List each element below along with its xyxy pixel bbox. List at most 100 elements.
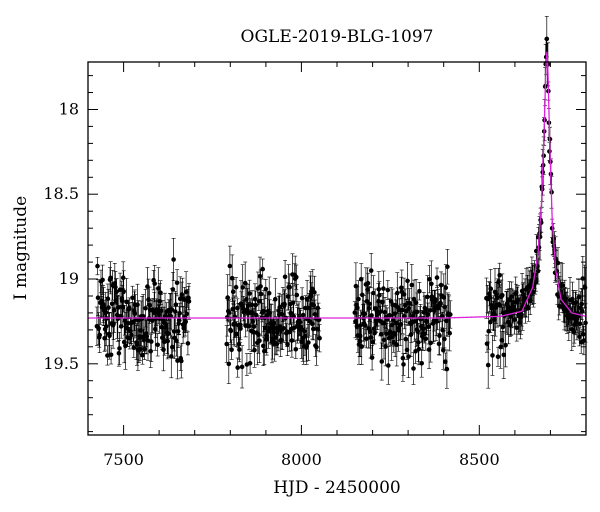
data-point xyxy=(414,309,420,315)
data-point xyxy=(526,305,531,311)
data-point xyxy=(362,311,367,317)
data-point xyxy=(352,310,358,315)
data-point xyxy=(367,329,373,335)
data-point xyxy=(106,305,111,310)
data-point xyxy=(142,346,147,352)
data-point xyxy=(144,334,150,339)
data-point xyxy=(101,304,106,310)
data-point xyxy=(380,300,385,305)
data-point xyxy=(394,342,400,348)
data-point xyxy=(252,347,257,353)
data-point xyxy=(229,275,235,281)
data-point xyxy=(304,296,310,302)
data-point xyxy=(447,330,453,336)
data-point xyxy=(156,312,162,318)
data-point xyxy=(186,299,192,304)
data-point xyxy=(258,284,263,289)
data-point xyxy=(419,361,425,366)
data-point xyxy=(240,285,245,290)
data-point xyxy=(302,328,307,334)
data-point xyxy=(250,319,256,324)
axis-layer: 7500 8000 8500 18 18.5 19 19.5 xyxy=(43,61,587,469)
data-point xyxy=(436,306,441,311)
data-point xyxy=(294,274,299,280)
data-point xyxy=(382,309,388,315)
data-point xyxy=(427,276,432,282)
data-point xyxy=(227,310,232,315)
data-point xyxy=(401,362,406,367)
model-curve xyxy=(88,51,587,319)
data-point xyxy=(155,342,160,348)
data-point xyxy=(289,338,295,343)
data-point xyxy=(176,318,182,323)
data-point xyxy=(304,343,310,349)
data-point xyxy=(509,294,514,299)
data-point xyxy=(297,319,303,325)
data-point xyxy=(401,292,407,297)
data-point xyxy=(183,319,188,325)
data-point xyxy=(175,329,181,334)
data-point xyxy=(120,305,126,310)
data-point xyxy=(512,307,518,313)
data-point xyxy=(262,348,267,354)
data-point xyxy=(263,286,269,292)
x-tick-label: 8500 xyxy=(459,450,500,469)
data-point xyxy=(157,299,163,304)
data-point xyxy=(560,283,565,288)
data-point xyxy=(119,298,125,304)
data-point xyxy=(306,340,311,345)
data-point xyxy=(443,285,449,291)
data-point xyxy=(143,306,148,311)
y-tick-label: 18 xyxy=(59,100,79,119)
data-point xyxy=(247,361,253,366)
data-point xyxy=(278,337,284,343)
data-point xyxy=(131,345,137,351)
data-point xyxy=(317,335,322,341)
data-point xyxy=(512,317,517,323)
data-point xyxy=(497,272,503,278)
data-point xyxy=(120,275,126,281)
data-point xyxy=(499,337,505,343)
data-point xyxy=(500,293,505,298)
data-point xyxy=(226,361,232,367)
data-point xyxy=(369,355,375,360)
data-point xyxy=(252,296,258,302)
data-point xyxy=(311,326,316,332)
model-layer xyxy=(88,51,587,319)
data-point xyxy=(150,318,155,323)
data-point xyxy=(402,313,407,319)
data-point xyxy=(161,347,166,353)
data-point xyxy=(357,338,362,344)
data-point xyxy=(443,359,448,365)
data-point xyxy=(501,352,507,358)
data-point xyxy=(281,326,286,331)
x-axis-label: HJD - 2450000 xyxy=(273,478,401,498)
data-point xyxy=(442,336,447,342)
data-point xyxy=(310,321,315,327)
data-point xyxy=(405,278,410,284)
data-point xyxy=(377,293,382,298)
data-point xyxy=(95,295,101,301)
data-point xyxy=(130,295,135,301)
data-point xyxy=(437,333,442,339)
data-point xyxy=(148,348,153,354)
data-point xyxy=(409,282,415,288)
data-point xyxy=(360,292,365,298)
data-point xyxy=(186,295,191,301)
data-point xyxy=(507,323,513,328)
data-point xyxy=(108,275,113,281)
data-point xyxy=(448,312,453,317)
data-point xyxy=(370,339,376,345)
data-point xyxy=(436,341,442,347)
data-point xyxy=(303,305,308,311)
y-tick-label: 18.5 xyxy=(43,184,79,203)
data-point xyxy=(229,347,234,353)
data-point xyxy=(298,325,304,331)
data-point xyxy=(173,302,179,308)
data-point xyxy=(235,305,240,311)
data-point xyxy=(117,346,122,351)
data-point xyxy=(123,343,128,349)
data-point xyxy=(544,36,550,42)
data-point xyxy=(179,358,184,364)
